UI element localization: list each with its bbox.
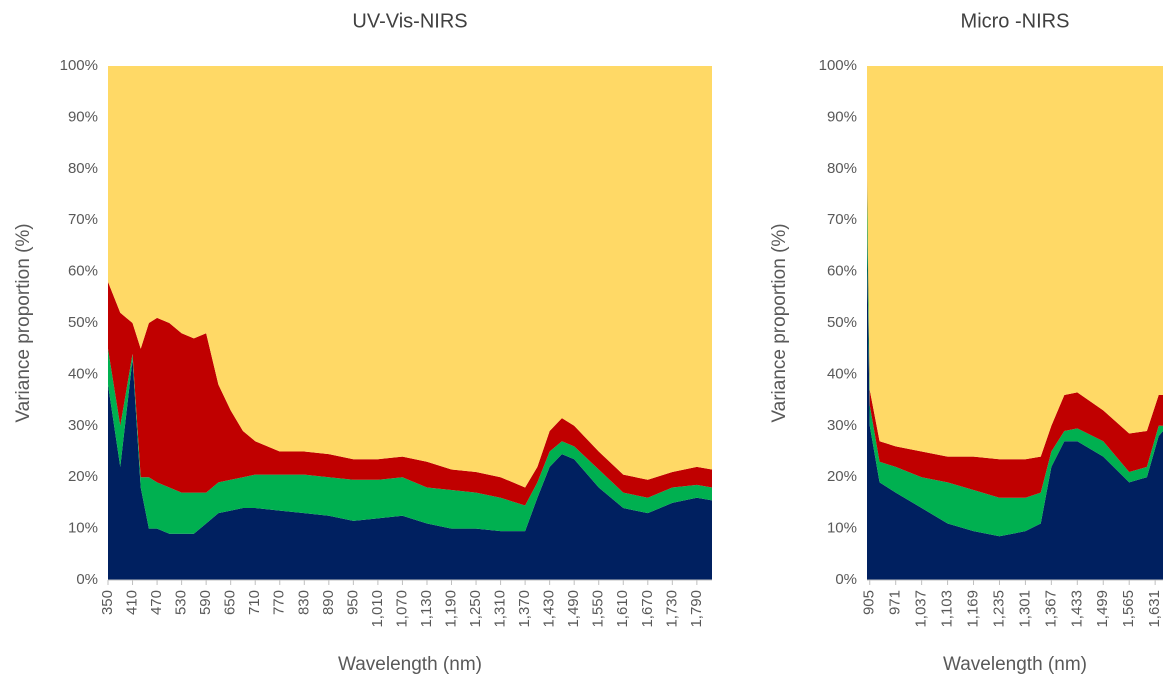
y-tick-label: 50%	[68, 314, 98, 331]
x-tick-label: 1,130	[418, 590, 435, 628]
x-axis-title: Wavelength (nm)	[338, 654, 482, 675]
y-tick-label: 10%	[827, 520, 857, 537]
area	[108, 66, 712, 488]
area	[108, 281, 712, 506]
y-tick-label: 100%	[60, 57, 98, 74]
y-tick-label: 70%	[827, 211, 857, 228]
x-tick-label: 1,490	[565, 590, 582, 628]
x-tick-label: 905	[861, 590, 878, 615]
x-tick-label: 890	[320, 590, 337, 615]
area	[867, 66, 1163, 460]
y-tick-label: 10%	[68, 520, 98, 537]
y-tick-label: 90%	[827, 108, 857, 125]
x-axis-title: Wavelength (nm)	[943, 654, 1087, 675]
y-tick-label: 30%	[68, 417, 98, 434]
y-tick-label: 90%	[68, 108, 98, 125]
y-tick-label: 30%	[827, 417, 857, 434]
x-tick-label: 830	[295, 590, 312, 615]
x-tick-label: 410	[124, 590, 141, 615]
x-tick-label: 971	[887, 590, 904, 615]
x-tick-label: 1,499	[1094, 590, 1111, 628]
area	[867, 235, 1163, 580]
x-tick-label: 950	[344, 590, 361, 615]
x-tick-label: 710	[246, 590, 263, 615]
area	[108, 348, 712, 534]
y-axis-title: Variance proportion (%)	[769, 223, 790, 422]
x-tick-label: 1,565	[1120, 590, 1137, 628]
y-tick-label: 80%	[68, 160, 98, 177]
x-tick-label: 530	[173, 590, 190, 615]
x-tick-label: 1,301	[1016, 590, 1033, 628]
x-tick-label: 1,631	[1146, 590, 1163, 628]
area	[867, 179, 1163, 537]
x-tick-label: 1,670	[639, 590, 656, 628]
y-axis-title: Variance proportion (%)	[13, 223, 34, 422]
x-tick-label: 1,169	[964, 590, 981, 628]
y-tick-label: 70%	[68, 211, 98, 228]
x-tick-label: 1,433	[1068, 590, 1085, 628]
x-tick-label: 1,235	[990, 590, 1007, 628]
x-tick-label: 650	[222, 590, 239, 615]
x-tick-label: 1,310	[492, 590, 509, 628]
y-tick-label: 0%	[835, 571, 857, 588]
y-tick-label: 0%	[76, 571, 98, 588]
x-tick-label: 1,037	[913, 590, 930, 628]
y-tick-label: 100%	[819, 57, 857, 74]
y-tick-label: 60%	[827, 263, 857, 280]
x-tick-label: 1,610	[614, 590, 631, 628]
x-tick-label: 1,190	[442, 590, 459, 628]
x-tick-label: 1,370	[516, 590, 533, 628]
x-tick-label: 350	[99, 590, 116, 615]
x-tick-label: 1,070	[393, 590, 410, 628]
chart-title: UV-Vis-NIRS	[352, 10, 467, 32]
x-tick-label: 1,730	[663, 590, 680, 628]
x-tick-label: 1,010	[369, 590, 386, 628]
area	[867, 168, 1163, 498]
x-tick-label: 1,430	[541, 590, 558, 628]
x-tick-label: 1,103	[939, 590, 956, 628]
y-tick-label: 40%	[827, 365, 857, 382]
x-tick-label: 470	[148, 590, 165, 615]
x-tick-label: 1,550	[590, 590, 607, 628]
x-tick-label: 1,367	[1042, 590, 1059, 628]
y-tick-label: 20%	[827, 468, 857, 485]
y-tick-label: 40%	[68, 365, 98, 382]
y-tick-label: 50%	[827, 314, 857, 331]
chart-title: Micro -NIRS	[961, 10, 1070, 32]
y-tick-label: 60%	[68, 263, 98, 280]
x-tick-label: 1,790	[688, 590, 705, 628]
x-tick-label: 590	[197, 590, 214, 615]
y-tick-label: 80%	[827, 160, 857, 177]
x-tick-label: 1,250	[467, 590, 484, 628]
x-tick-label: 770	[271, 590, 288, 615]
y-tick-label: 20%	[68, 468, 98, 485]
area	[108, 358, 712, 580]
